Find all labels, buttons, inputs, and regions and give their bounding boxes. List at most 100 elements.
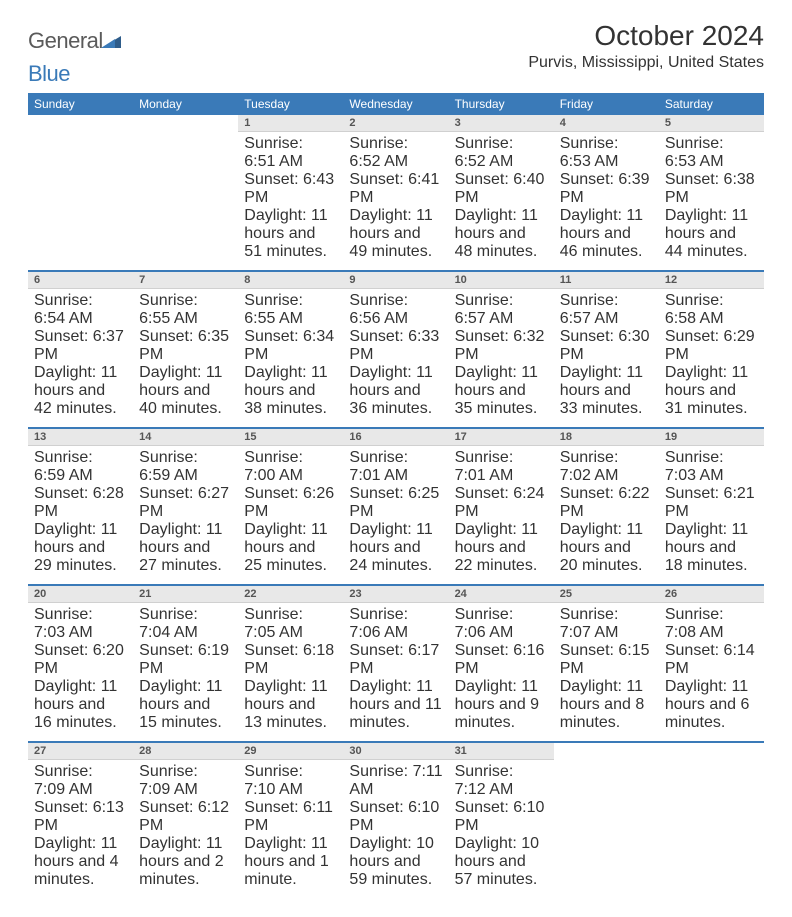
daynum-row: 12345 [28, 115, 764, 132]
sunrise-text: Sunrise: 6:57 AM [560, 292, 653, 328]
day-number: 23 [343, 585, 448, 603]
sunset-text: Sunset: 6:18 PM [244, 642, 337, 678]
sunset-text: Sunset: 6:10 PM [349, 799, 442, 835]
page-header: General Blue October 2024 Purvis, Missis… [28, 20, 764, 87]
day-cell: Sunrise: 6:57 AMSunset: 6:30 PMDaylight:… [554, 289, 659, 427]
day-number: 1 [238, 115, 343, 132]
day-number: 5 [659, 115, 764, 132]
sunrise-text: Sunrise: 7:08 AM [665, 606, 758, 642]
day-number: 14 [133, 428, 238, 446]
sunset-text: Sunset: 6:39 PM [560, 171, 653, 207]
day-cell [28, 132, 133, 270]
day-cell: Sunrise: 6:59 AMSunset: 6:28 PMDaylight:… [28, 446, 133, 584]
day-number: 30 [343, 742, 448, 760]
sunrise-text: Sunrise: 6:55 AM [244, 292, 337, 328]
day-number: 16 [343, 428, 448, 446]
sunrise-text: Sunrise: 7:01 AM [349, 449, 442, 485]
daylight-text: Daylight: 11 hours and 48 minutes. [455, 207, 548, 261]
sunrise-text: Sunrise: 7:04 AM [139, 606, 232, 642]
day-number: 6 [28, 271, 133, 289]
sunset-text: Sunset: 6:22 PM [560, 485, 653, 521]
day-cell: Sunrise: 6:54 AMSunset: 6:37 PMDaylight:… [28, 289, 133, 427]
sunset-text: Sunset: 6:37 PM [34, 328, 127, 364]
day-cell: Sunrise: 7:09 AMSunset: 6:12 PMDaylight:… [133, 760, 238, 898]
sunrise-text: Sunrise: 7:11 AM [349, 763, 442, 799]
day-number: 15 [238, 428, 343, 446]
day-number [659, 742, 764, 760]
sunrise-text: Sunrise: 7:05 AM [244, 606, 337, 642]
sunrise-text: Sunrise: 6:54 AM [34, 292, 127, 328]
daylight-text: Daylight: 11 hours and 2 minutes. [139, 835, 232, 889]
day-number: 20 [28, 585, 133, 603]
day-number [28, 115, 133, 132]
sunrise-text: Sunrise: 6:58 AM [665, 292, 758, 328]
content-row: Sunrise: 7:09 AMSunset: 6:13 PMDaylight:… [28, 760, 764, 898]
title-block: October 2024 Purvis, Mississippi, United… [528, 20, 764, 72]
day-number: 4 [554, 115, 659, 132]
daylight-text: Daylight: 11 hours and 49 minutes. [349, 207, 442, 261]
day-cell: Sunrise: 6:53 AMSunset: 6:39 PMDaylight:… [554, 132, 659, 270]
sunrise-text: Sunrise: 6:52 AM [455, 135, 548, 171]
sunset-text: Sunset: 6:17 PM [349, 642, 442, 678]
day-cell: Sunrise: 7:04 AMSunset: 6:19 PMDaylight:… [133, 603, 238, 741]
day-cell [659, 760, 764, 898]
sunrise-text: Sunrise: 7:02 AM [560, 449, 653, 485]
sunrise-text: Sunrise: 6:59 AM [139, 449, 232, 485]
day-number: 25 [554, 585, 659, 603]
content-row: Sunrise: 6:59 AMSunset: 6:28 PMDaylight:… [28, 446, 764, 584]
logo: General Blue [28, 28, 121, 87]
sunrise-text: Sunrise: 7:03 AM [665, 449, 758, 485]
day-cell: Sunrise: 7:06 AMSunset: 6:16 PMDaylight:… [449, 603, 554, 741]
daylight-text: Daylight: 11 hours and 18 minutes. [665, 521, 758, 575]
sunset-text: Sunset: 6:13 PM [34, 799, 127, 835]
day-cell: Sunrise: 7:01 AMSunset: 6:25 PMDaylight:… [343, 446, 448, 584]
sunset-text: Sunset: 6:20 PM [34, 642, 127, 678]
daylight-text: Daylight: 11 hours and 36 minutes. [349, 364, 442, 418]
day-cell: Sunrise: 6:57 AMSunset: 6:32 PMDaylight:… [449, 289, 554, 427]
sunrise-text: Sunrise: 7:07 AM [560, 606, 653, 642]
day-number: 21 [133, 585, 238, 603]
daylight-text: Daylight: 11 hours and 46 minutes. [560, 207, 653, 261]
sunset-text: Sunset: 6:12 PM [139, 799, 232, 835]
day-cell: Sunrise: 6:56 AMSunset: 6:33 PMDaylight:… [343, 289, 448, 427]
day-number: 11 [554, 271, 659, 289]
daynum-row: 6789101112 [28, 271, 764, 289]
calendar-table: Sunday Monday Tuesday Wednesday Thursday… [28, 93, 764, 897]
sunset-text: Sunset: 6:19 PM [139, 642, 232, 678]
logo-triangle-icon [101, 34, 121, 53]
day-cell: Sunrise: 7:12 AMSunset: 6:10 PMDaylight:… [449, 760, 554, 898]
day-number [554, 742, 659, 760]
day-number: 26 [659, 585, 764, 603]
sunset-text: Sunset: 6:27 PM [139, 485, 232, 521]
daylight-text: Daylight: 11 hours and 31 minutes. [665, 364, 758, 418]
daylight-text: Daylight: 11 hours and 15 minutes. [139, 678, 232, 732]
daylight-text: Daylight: 11 hours and 42 minutes. [34, 364, 127, 418]
day-number: 27 [28, 742, 133, 760]
sunset-text: Sunset: 6:32 PM [455, 328, 548, 364]
sunrise-text: Sunrise: 6:57 AM [455, 292, 548, 328]
daylight-text: Daylight: 11 hours and 6 minutes. [665, 678, 758, 732]
col-thursday: Thursday [449, 93, 554, 115]
sunset-text: Sunset: 6:38 PM [665, 171, 758, 207]
day-header-row: Sunday Monday Tuesday Wednesday Thursday… [28, 93, 764, 115]
daylight-text: Daylight: 11 hours and 9 minutes. [455, 678, 548, 732]
day-cell: Sunrise: 7:01 AMSunset: 6:24 PMDaylight:… [449, 446, 554, 584]
daylight-text: Daylight: 11 hours and 11 minutes. [349, 678, 442, 732]
col-saturday: Saturday [659, 93, 764, 115]
day-cell: Sunrise: 6:55 AMSunset: 6:35 PMDaylight:… [133, 289, 238, 427]
sunset-text: Sunset: 6:40 PM [455, 171, 548, 207]
day-cell: Sunrise: 7:09 AMSunset: 6:13 PMDaylight:… [28, 760, 133, 898]
sunrise-text: Sunrise: 7:06 AM [455, 606, 548, 642]
day-number: 13 [28, 428, 133, 446]
day-number: 10 [449, 271, 554, 289]
day-cell: Sunrise: 6:53 AMSunset: 6:38 PMDaylight:… [659, 132, 764, 270]
sunset-text: Sunset: 6:10 PM [455, 799, 548, 835]
daylight-text: Daylight: 11 hours and 27 minutes. [139, 521, 232, 575]
day-cell [554, 760, 659, 898]
day-number: 2 [343, 115, 448, 132]
sunrise-text: Sunrise: 7:00 AM [244, 449, 337, 485]
day-cell: Sunrise: 7:07 AMSunset: 6:15 PMDaylight:… [554, 603, 659, 741]
sunset-text: Sunset: 6:33 PM [349, 328, 442, 364]
day-cell: Sunrise: 6:59 AMSunset: 6:27 PMDaylight:… [133, 446, 238, 584]
location: Purvis, Mississippi, United States [528, 54, 764, 72]
